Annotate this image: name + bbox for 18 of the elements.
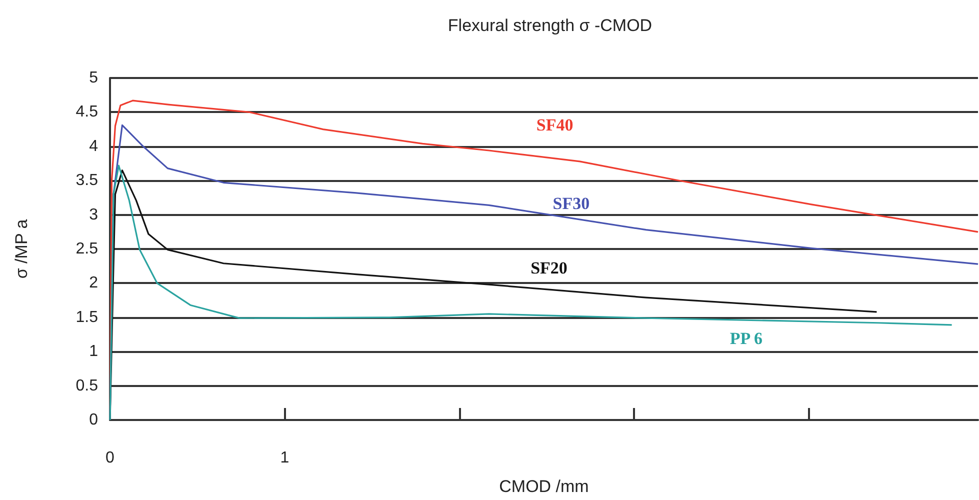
series-label: SF30 [552, 194, 590, 213]
y-tick-label: 3 [89, 206, 98, 224]
y-tick-label: 3.5 [76, 172, 98, 190]
y-tick-label: 4.5 [76, 104, 98, 121]
y-tick-label: 5 [89, 70, 98, 86]
chart-title: Flexural strength σ -CMOD [448, 16, 652, 35]
y-axis-title: σ /MP a [12, 218, 31, 279]
y-tick-label: 0 [89, 412, 98, 428]
series-label: SF40 [536, 115, 574, 134]
x-axis-title: CMOD /mm [499, 477, 589, 496]
y-tick-label: 1 [89, 343, 98, 360]
y-tick-label: 2.5 [76, 240, 98, 258]
y-tick-label: 1.5 [76, 308, 98, 326]
series-label: SF20 [530, 258, 568, 278]
y-tick-label: 2 [89, 274, 98, 292]
y-tick-label: 0.5 [76, 377, 98, 394]
series-label: PP 6 [730, 329, 762, 348]
y-tick-label: 4 [89, 138, 98, 155]
